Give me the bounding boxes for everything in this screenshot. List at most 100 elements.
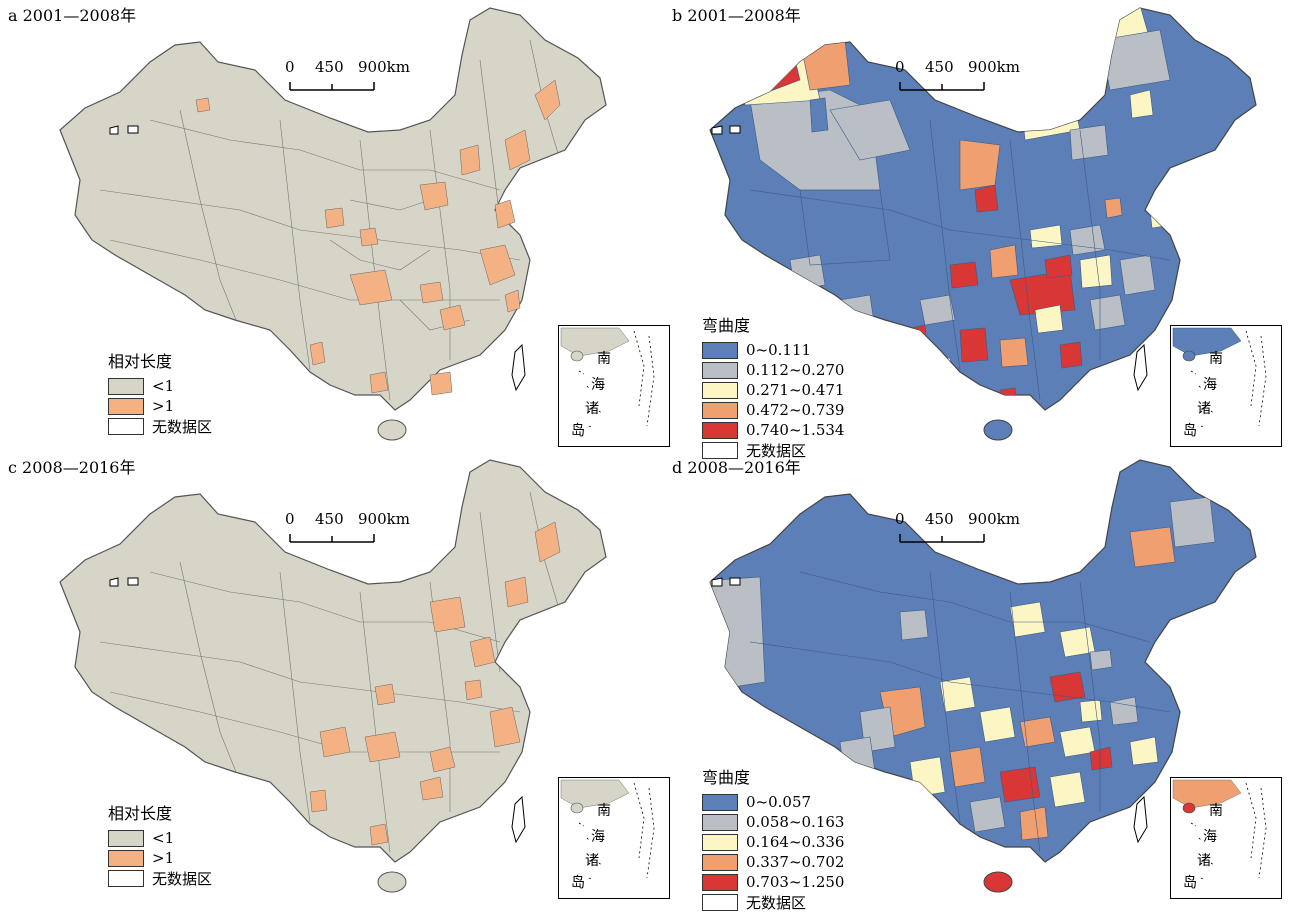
legend-label: 0.164~0.336 bbox=[746, 833, 845, 851]
legend-swatch bbox=[702, 893, 738, 911]
panel-title: a 2001—2008年 bbox=[8, 6, 137, 25]
legend-swatch bbox=[108, 829, 144, 847]
legend-item: 0.164~0.336 bbox=[702, 832, 844, 852]
inset-label: 岛 bbox=[1183, 423, 1197, 439]
inset-label: 南 bbox=[597, 803, 611, 819]
hainan-island bbox=[983, 419, 1013, 441]
inset-label: 南 bbox=[1209, 803, 1223, 819]
legend-item: 0.472~0.739 bbox=[702, 400, 844, 420]
legend-item: 0.112~0.270 bbox=[702, 360, 844, 380]
legend-title: 弯曲度 bbox=[702, 768, 751, 787]
legend-item: 0.058~0.163 bbox=[702, 812, 844, 832]
china-map-b bbox=[709, 7, 1257, 441]
taiwan-island bbox=[1133, 343, 1148, 392]
map-panel-b: b 2001—2008年 0 450 900km 弯曲度 0~0.111 0.1… bbox=[650, 0, 1290, 460]
legend-label: 0.112~0.270 bbox=[746, 361, 845, 379]
scale-tick-2: 900km bbox=[968, 510, 1020, 528]
legend-label: 无数据区 bbox=[152, 417, 213, 436]
inset-label: 南 bbox=[597, 351, 611, 367]
inset-label: 南 bbox=[1209, 351, 1223, 367]
scale-tick-1: 450 bbox=[315, 510, 344, 528]
legend-item: 0.271~0.471 bbox=[702, 380, 844, 400]
legend-swatch bbox=[108, 869, 144, 887]
legend-swatch bbox=[702, 401, 738, 419]
legend-swatch bbox=[108, 849, 144, 867]
taiwan-island bbox=[1133, 795, 1148, 844]
legend-item: 0~0.111 bbox=[702, 340, 844, 360]
hainan-island bbox=[983, 871, 1013, 893]
high-relative-length-regions bbox=[195, 79, 561, 396]
hainan-island bbox=[377, 871, 407, 893]
legend-title: 相对长度 bbox=[108, 804, 173, 823]
legend-item: 无数据区 bbox=[108, 868, 212, 888]
legend-label: >1 bbox=[152, 849, 175, 867]
china-map-c bbox=[59, 459, 607, 893]
legend-swatch bbox=[702, 813, 738, 831]
legend-label: <1 bbox=[152, 377, 175, 395]
china-map-a bbox=[59, 7, 607, 441]
scale-tick-0: 0 bbox=[285, 510, 295, 528]
legend-swatch bbox=[702, 793, 738, 811]
map-panel-c: c 2008—2016年 0 450 900km 相对长度 <1 >1 无数据区… bbox=[0, 452, 670, 900]
legend-label: >1 bbox=[152, 397, 175, 415]
legend-swatch bbox=[702, 341, 738, 359]
inset-label: 诸 bbox=[1197, 401, 1211, 417]
scale-tick-0: 0 bbox=[895, 510, 905, 528]
map-panel-a: a 2001—2008年 0 450 900km 相对长度 <1 >1 无数据区… bbox=[0, 0, 670, 448]
legend-item: 0.337~0.702 bbox=[702, 852, 844, 872]
legend-label: 0.058~0.163 bbox=[746, 813, 845, 831]
scale-tick-0: 0 bbox=[285, 58, 295, 76]
inset-label: 海 bbox=[591, 377, 605, 393]
south-china-sea-inset: 南 海 诸 岛 bbox=[558, 777, 670, 899]
legend-item: 无数据区 bbox=[702, 440, 844, 460]
legend-item: >1 bbox=[108, 396, 212, 416]
inset-label: 诸 bbox=[1197, 853, 1211, 869]
legend: 相对长度 <1 >1 无数据区 bbox=[108, 348, 212, 436]
legend-label: 0~0.111 bbox=[746, 341, 812, 359]
legend-swatch bbox=[702, 873, 738, 891]
inset-label: 海 bbox=[1203, 829, 1217, 845]
legend-label: 无数据区 bbox=[746, 893, 807, 912]
legend-swatch bbox=[108, 417, 144, 435]
south-china-sea-inset: 南 海 诸 岛 bbox=[1170, 777, 1282, 899]
legend-swatch bbox=[702, 381, 738, 399]
map-panel-d: d 2008—2016年 0 450 900km 弯曲度 0~0.057 0.0… bbox=[650, 452, 1290, 912]
scale-tick-2: 900km bbox=[358, 58, 410, 76]
high-relative-length-regions bbox=[309, 521, 561, 846]
panel-title: d 2008—2016年 bbox=[672, 458, 801, 477]
inset-label: 岛 bbox=[571, 875, 585, 891]
legend-item: >1 bbox=[108, 848, 212, 868]
scale-tick-1: 450 bbox=[315, 58, 344, 76]
inset-label: 诸 bbox=[585, 401, 599, 417]
legend-swatch bbox=[108, 397, 144, 415]
legend: 相对长度 <1 >1 无数据区 bbox=[108, 800, 212, 888]
legend-item: 0~0.057 bbox=[702, 792, 844, 812]
legend-item: 无数据区 bbox=[108, 416, 212, 436]
legend-label: 0~0.057 bbox=[746, 793, 812, 811]
legend: 弯曲度 0~0.057 0.058~0.163 0.164~0.336 0.33… bbox=[702, 764, 844, 912]
inset-label: 海 bbox=[591, 829, 605, 845]
legend-swatch bbox=[702, 833, 738, 851]
scale-tick-0: 0 bbox=[895, 58, 905, 76]
legend-swatch bbox=[702, 421, 738, 439]
legend-label: 0.472~0.739 bbox=[746, 401, 845, 419]
legend-title: 弯曲度 bbox=[702, 316, 751, 335]
legend-title: 相对长度 bbox=[108, 352, 173, 371]
legend-label: 0.271~0.471 bbox=[746, 381, 845, 399]
inset-label: 海 bbox=[1203, 377, 1217, 393]
legend-label: 无数据区 bbox=[746, 441, 807, 460]
legend-swatch bbox=[702, 441, 738, 459]
legend-swatch bbox=[108, 377, 144, 395]
china-map-d bbox=[709, 459, 1257, 893]
legend-item: <1 bbox=[108, 376, 212, 396]
south-china-sea-inset: 南 海 诸 岛 bbox=[1170, 325, 1282, 447]
legend-swatch bbox=[702, 361, 738, 379]
inset-label: 岛 bbox=[1183, 875, 1197, 891]
legend-label: 无数据区 bbox=[152, 869, 213, 888]
legend-item: <1 bbox=[108, 828, 212, 848]
panel-title: b 2001—2008年 bbox=[672, 6, 801, 25]
legend-item: 无数据区 bbox=[702, 892, 844, 912]
hainan-island bbox=[377, 419, 407, 441]
legend-swatch bbox=[702, 853, 738, 871]
inset-label: 诸 bbox=[585, 853, 599, 869]
